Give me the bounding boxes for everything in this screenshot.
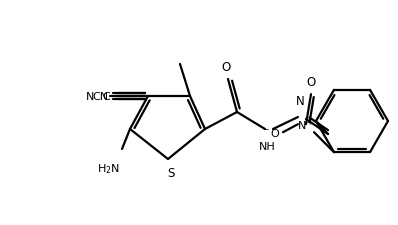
Text: N: N [86,92,94,101]
Text: O: O [306,75,316,88]
Text: CN: CN [92,92,108,101]
Text: $^-$O: $^-$O [261,127,281,139]
Text: S: S [167,167,175,180]
Text: H$_2$N: H$_2$N [96,161,119,175]
Text: C: C [102,92,110,101]
Text: N: N [296,94,304,108]
Text: NH: NH [259,141,275,151]
Text: O: O [221,61,230,74]
Text: N$^+$: N$^+$ [297,117,315,132]
